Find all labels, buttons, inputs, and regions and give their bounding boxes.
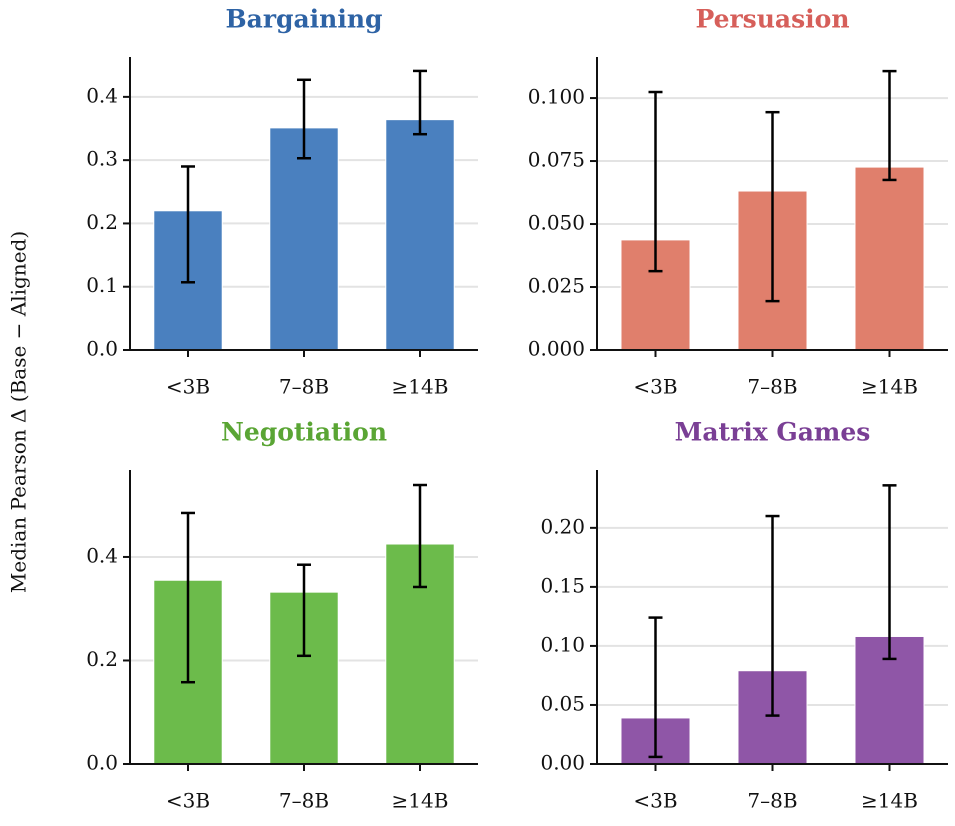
x-tick-label: <3B <box>166 789 210 813</box>
x-tick-label: <3B <box>633 375 677 399</box>
bar <box>269 127 339 351</box>
bar <box>854 166 925 351</box>
y-tick-label: 0.2 <box>86 647 118 671</box>
y-tick-label: 0.20 <box>540 514 585 538</box>
y-tick-label: 0.025 <box>528 274 585 298</box>
x-tick-label: ≥14B <box>392 375 449 399</box>
y-tick-label: 0.0 <box>86 337 118 361</box>
y-tick-label: 0.15 <box>540 573 585 597</box>
y-tick-label: 0.0 <box>86 751 118 775</box>
x-tick-label: <3B <box>633 789 677 813</box>
x-tick-label: ≥14B <box>861 375 918 399</box>
y-tick-label: 0.05 <box>540 691 585 715</box>
panel-title: Negotiation <box>221 418 387 447</box>
x-tick-label: 7–8B <box>279 789 329 813</box>
y-tick-label: 0.3 <box>86 147 118 171</box>
panel-title: Persuasion <box>695 5 849 34</box>
y-axis-label: Median Pearson Δ (Base − Aligned) <box>7 231 31 593</box>
y-tick-label: 0.000 <box>528 337 585 361</box>
x-tick-label: ≥14B <box>392 789 449 813</box>
y-tick-label: 0.100 <box>528 85 585 109</box>
x-tick-label: 7–8B <box>279 375 329 399</box>
y-tick-label: 0.00 <box>540 751 585 775</box>
x-tick-label: <3B <box>166 375 210 399</box>
y-tick-label: 0.4 <box>86 543 118 567</box>
x-tick-label: 7–8B <box>747 375 797 399</box>
bar <box>385 119 455 351</box>
y-tick-label: 0.10 <box>540 632 585 656</box>
y-tick-label: 0.050 <box>528 211 585 235</box>
y-tick-label: 0.075 <box>528 148 585 172</box>
x-tick-label: ≥14B <box>861 789 918 813</box>
y-tick-label: 0.1 <box>86 273 118 297</box>
y-tick-label: 0.4 <box>86 83 118 107</box>
panel-title: Bargaining <box>225 5 382 34</box>
y-tick-label: 0.2 <box>86 210 118 234</box>
x-tick-label: 7–8B <box>747 789 797 813</box>
panel-title: Matrix Games <box>675 418 871 447</box>
